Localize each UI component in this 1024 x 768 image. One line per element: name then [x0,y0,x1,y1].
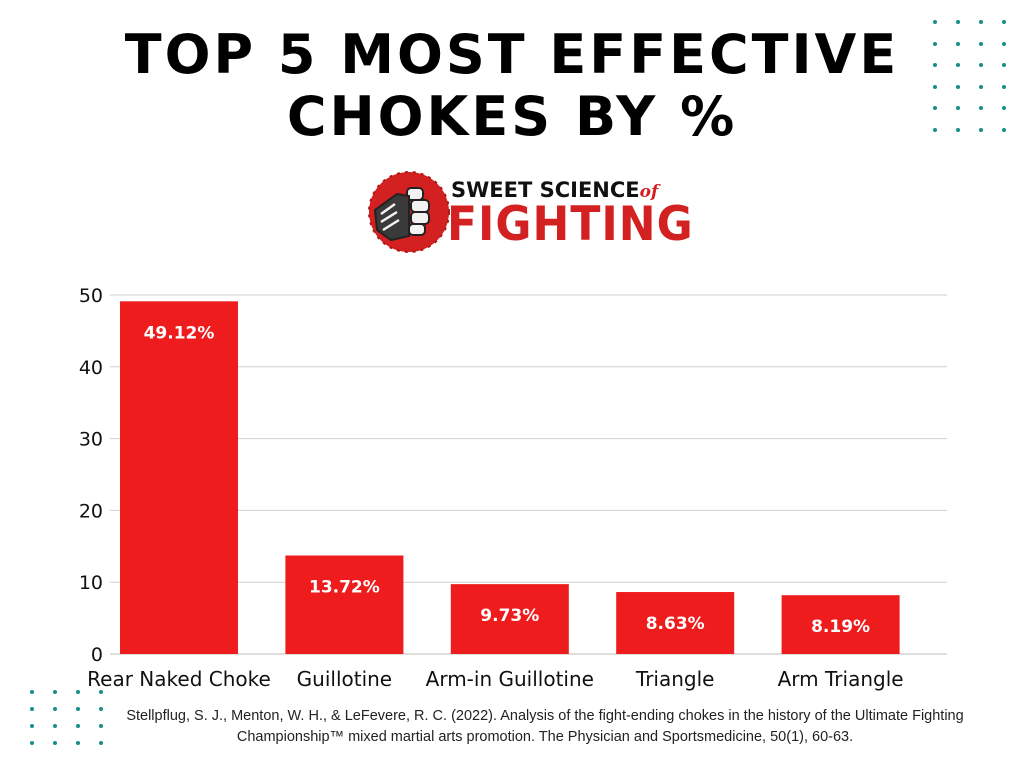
x-tick-label: Rear Naked Choke [87,667,271,691]
decor-dot [53,724,57,728]
bar [616,592,735,654]
y-tick-label: 0 [91,644,103,666]
decor-dot [76,707,80,711]
x-tick-label: Arm Triangle [778,667,904,691]
decor-dot [979,41,983,46]
decor-dot [1002,84,1006,89]
decor-dot [933,127,937,132]
bar [285,555,404,654]
decor-dot [933,63,937,67]
decor-dot [956,41,960,46]
decor-dot [979,106,983,110]
decor-dot [99,724,103,728]
bar [120,301,238,654]
data-label: 13.72% [309,577,380,597]
decor-dot [956,84,960,89]
decor-dot [30,741,34,745]
decor-dot [933,84,937,89]
y-tick-label: 30 [79,429,103,451]
decor-dot [1002,106,1006,110]
decor-dot [979,63,983,67]
decor-dot [1002,127,1006,132]
decor-dot [979,127,983,132]
x-tick-label: Guillotine [297,667,392,691]
citation: Stellpflug, S. J., Menton, W. H., & LeFe… [126,708,964,745]
logo-text-bottom: FIGHTING [447,196,694,252]
decor-dot [979,84,983,89]
bar [781,595,900,654]
bar-chart: 0 10 20 30 40 50 49.12% Rear Naked Choke 13.72% G… [79,285,947,691]
logo-text-top: SWEET SCIENCEof [451,178,658,202]
data-label: 49.12% [144,323,215,343]
decor-dot [933,20,937,24]
decor-dot [956,106,960,110]
decor-dot [76,741,80,745]
decor-dot [76,690,80,694]
data-label: 9.73% [480,606,539,626]
decor-dot [53,707,57,711]
y-tick-label: 20 [79,500,103,522]
y-tick-label: 50 [79,285,103,307]
decor-dot [53,690,57,694]
x-tick-label: Triangle [635,667,715,691]
y-tick-label: 10 [79,572,103,594]
decor-dot [30,690,34,694]
decor-dot [1002,41,1006,46]
logo-line1: SWEET SCIENCE [451,178,640,202]
logo: SWEET SCIENCEof FIGHTING [367,170,693,254]
decor-dot [99,707,103,711]
decor-dot [933,41,937,46]
fist-icon [368,171,450,253]
decor-dot [99,690,103,694]
decor-dot [30,707,34,711]
decor-dot [76,724,80,728]
x-tick-label: Arm-in Guillotine [426,667,594,691]
chart-title: TOP 5 MOST EFFECTIVE CHOKES BY % [124,23,900,148]
data-label: 8.19% [811,617,870,637]
decor-dot [979,20,983,24]
decor-dot [1002,63,1006,67]
y-tick-label: 40 [79,357,103,379]
decor-dot [53,741,57,745]
decor-dot [956,20,960,24]
data-label: 8.63% [646,614,705,634]
decor-dot [30,724,34,728]
decor-dot [1002,20,1006,24]
decor-dot [956,127,960,132]
logo-of: of [639,182,659,202]
decor-dot [99,741,103,745]
decor-dot [956,63,960,67]
bar [450,584,569,654]
decor-dot [933,106,937,110]
